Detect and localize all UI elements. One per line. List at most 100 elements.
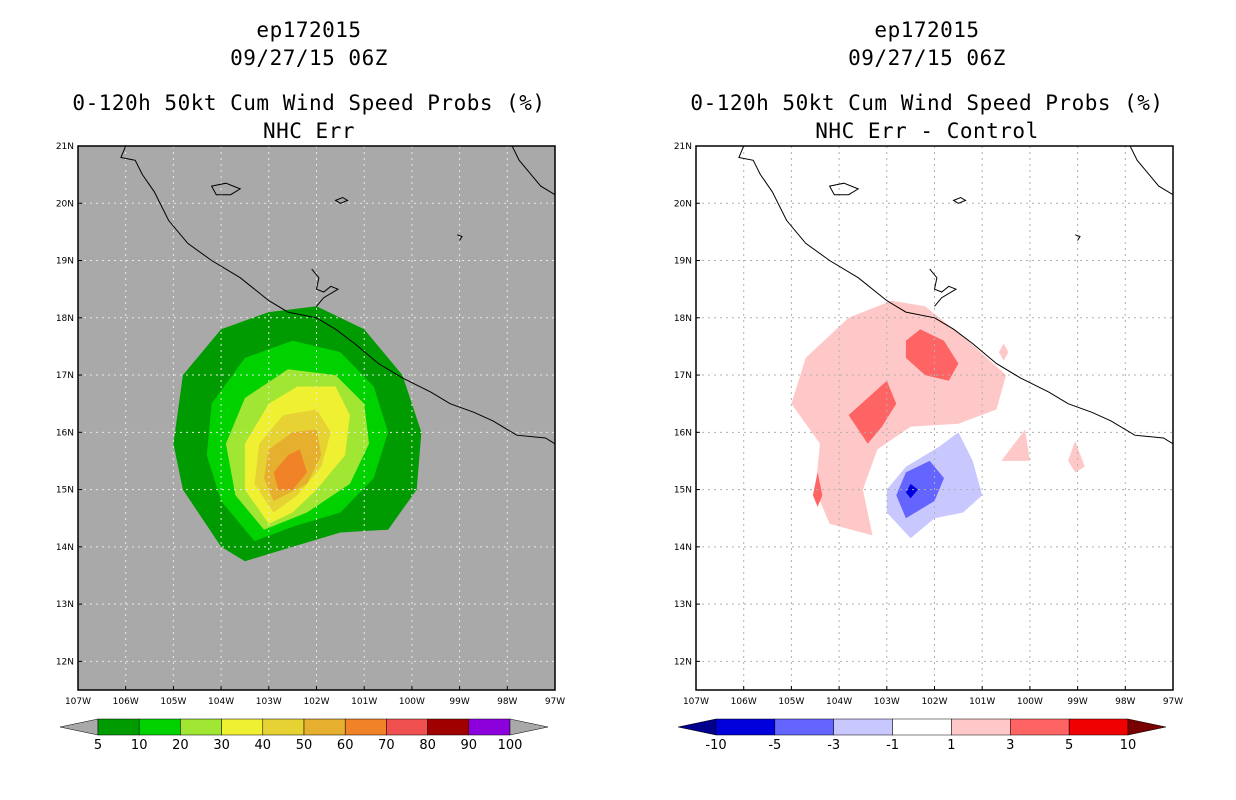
colorbar-label: 100 bbox=[498, 738, 523, 753]
storm-id: ep172015 bbox=[256, 18, 362, 42]
coast-feature bbox=[210, 182, 242, 196]
x-tick-label: 97W bbox=[1163, 697, 1183, 707]
x-tick-label: 107W bbox=[683, 697, 709, 707]
coast-feature bbox=[457, 234, 463, 241]
colorbar-over-arrow bbox=[1127, 718, 1167, 736]
colorbar-label: 60 bbox=[337, 738, 354, 753]
colorbar-swatch bbox=[180, 718, 222, 736]
colorbar-under-arrow bbox=[677, 718, 717, 736]
product-title: 0-120h 50kt Cum Wind Speed Probs (%) bbox=[690, 91, 1164, 115]
contour-3 bbox=[905, 329, 959, 381]
panel-subtitle: NHC Err - Control bbox=[815, 119, 1039, 143]
colorbar-label: 1 bbox=[947, 738, 955, 753]
product-title: 0-120h 50kt Cum Wind Speed Probs (%) bbox=[72, 91, 546, 115]
colorbar-under-arrow bbox=[59, 718, 99, 736]
right-panel: ep172015 09/27/15 06Z 0-120h 50kt Cum Wi… bbox=[618, 0, 1236, 800]
y-tick-label: 17N bbox=[674, 371, 692, 381]
colorbar-over-arrow bbox=[509, 718, 549, 736]
x-tick-label: 101W bbox=[351, 697, 377, 707]
y-tick-label: 18N bbox=[674, 314, 692, 324]
y-tick-label: 17N bbox=[56, 371, 74, 381]
colorbar-swatch bbox=[951, 718, 1011, 736]
y-tick-label: 20N bbox=[674, 199, 692, 209]
x-tick-label: 105W bbox=[160, 697, 186, 707]
y-tick-label: 15N bbox=[674, 486, 692, 496]
colorbar-label: 80 bbox=[419, 738, 436, 753]
y-tick-label: 16N bbox=[56, 428, 74, 438]
colorbar-label: 10 bbox=[1120, 738, 1137, 753]
y-tick-label: 19N bbox=[674, 257, 692, 267]
x-tick-label: 98W bbox=[1115, 697, 1135, 707]
contour-1 bbox=[998, 343, 1009, 361]
colorbar-label: 5 bbox=[1065, 738, 1073, 753]
colorbar-swatch bbox=[715, 718, 776, 736]
x-tick-label: 99W bbox=[449, 697, 469, 707]
y-tick-label: 15N bbox=[56, 486, 74, 496]
colorbar-label: 40 bbox=[255, 738, 272, 753]
y-tick-label: 13N bbox=[674, 600, 692, 610]
colorbar-swatch bbox=[892, 718, 952, 736]
x-tick-label: 103W bbox=[256, 697, 282, 707]
chart-left: 107W 106W 105W 104W 103W 102W 101W 100W 99W 98W 97… bbox=[56, 142, 565, 753]
colorbar-label: 20 bbox=[172, 738, 189, 753]
colorbar-swatch bbox=[833, 718, 893, 736]
x-tick-label: 104W bbox=[826, 697, 852, 707]
y-tick-label: 12N bbox=[56, 657, 74, 667]
coastline-gulf bbox=[1129, 146, 1173, 196]
chart-right: 107W 106W 105W 104W 103W 102W 101W 100W 99W 98W 97… bbox=[674, 142, 1183, 753]
contour--5 bbox=[905, 483, 918, 499]
grid bbox=[78, 146, 555, 690]
contour--3 bbox=[896, 460, 944, 519]
y-tick-label: 18N bbox=[56, 314, 74, 324]
colorbar-swatch bbox=[468, 718, 511, 736]
x-tick-label: 99W bbox=[1067, 697, 1087, 707]
y-tick-label: 14N bbox=[56, 543, 74, 553]
coast-feature bbox=[311, 268, 340, 307]
colorbar-label: -5 bbox=[768, 738, 781, 753]
colorbar-label: 70 bbox=[378, 738, 395, 753]
y-tick-label: 20N bbox=[56, 199, 74, 209]
y-tick-label: 21N bbox=[56, 142, 74, 152]
colorbar-swatch bbox=[138, 718, 181, 736]
colorbar-swatch bbox=[1068, 718, 1129, 736]
colorbar-label: 5 bbox=[94, 738, 102, 753]
colorbar-label: -10 bbox=[705, 738, 726, 753]
grid bbox=[696, 146, 1173, 690]
colorbar-swatch bbox=[344, 718, 387, 736]
coast-feature bbox=[929, 268, 958, 307]
y-tick-label: 13N bbox=[56, 600, 74, 610]
storm-id: ep172015 bbox=[874, 18, 980, 42]
left-panel: ep172015 09/27/15 06Z 0-120h 50kt Cum Wi… bbox=[56, 18, 565, 753]
y-tick-label: 21N bbox=[674, 142, 692, 152]
x-tick-label: 102W bbox=[303, 697, 329, 707]
colorbar-swatch bbox=[262, 718, 305, 736]
colorbar-swatch bbox=[97, 718, 140, 736]
coastline-pacific bbox=[738, 146, 1173, 445]
colorbar-label: -1 bbox=[886, 738, 899, 753]
x-tick-label: 100W bbox=[1017, 697, 1043, 707]
coast-feature bbox=[334, 196, 349, 204]
forecast-datetime: 09/27/15 06Z bbox=[848, 46, 1006, 70]
x-tick-label: 98W bbox=[497, 697, 517, 707]
colorbar-label: 50 bbox=[296, 738, 313, 753]
coast-feature bbox=[952, 196, 967, 204]
y-tick-label: 12N bbox=[674, 657, 692, 667]
colorbar-label: 10 bbox=[131, 738, 148, 753]
coast-feature bbox=[1075, 234, 1081, 241]
colorbar-swatch bbox=[1010, 718, 1070, 736]
y-tick-label: 14N bbox=[674, 543, 692, 553]
colorbar-label: 3 bbox=[1006, 738, 1014, 753]
contour-60 bbox=[273, 449, 307, 490]
colorbar-swatch bbox=[221, 718, 264, 736]
contour-layer bbox=[791, 300, 1085, 539]
x-tick-label: 106W bbox=[113, 697, 139, 707]
colorbar-label: 30 bbox=[213, 738, 230, 753]
colorbar-label: -3 bbox=[827, 738, 840, 753]
colorbar-swatch bbox=[386, 718, 428, 736]
x-tick-label: 97W bbox=[545, 697, 565, 707]
colorbar-label: 90 bbox=[461, 738, 478, 753]
panel-subtitle: NHC Err bbox=[262, 119, 355, 143]
coast-feature bbox=[828, 182, 860, 196]
contour-1 bbox=[1068, 440, 1085, 473]
coastline bbox=[738, 146, 1173, 445]
